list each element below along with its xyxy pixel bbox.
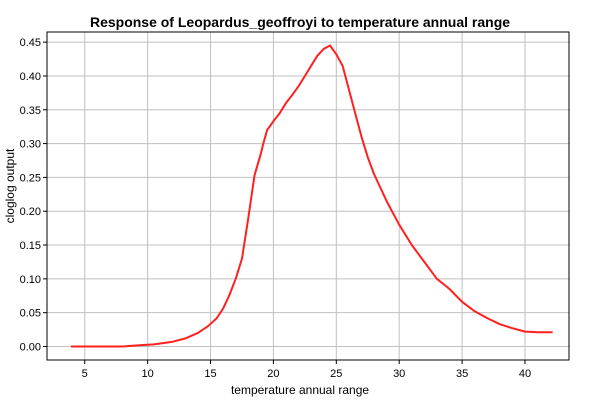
chart-title: Response of Leopardus_geoffroyi to tempe… (89, 14, 511, 30)
x-tick-label: 15 (204, 368, 216, 380)
series-line (70, 44, 553, 348)
y-tick-label: 0.05 (20, 308, 41, 320)
y-tick-label: 0.00 (20, 341, 41, 353)
y-tick-label: 0.15 (20, 240, 41, 252)
x-tick-label: 20 (267, 368, 279, 380)
x-axis-label: temperature annual range (230, 383, 370, 397)
grid (47, 32, 569, 360)
y-tick-label: 0.35 (20, 105, 41, 117)
axes: 5 10 15 20 25 30 35 40 0.00 0.05 0.10 0.15 0.20 0.25 0… (20, 37, 532, 380)
y-tick-label: 0.20 (20, 206, 41, 218)
plot-background (47, 32, 569, 360)
series (70, 44, 553, 348)
x-tick-label: 5 (82, 368, 88, 380)
y-tick-label: 0.45 (20, 37, 41, 49)
y-tick-label: 0.30 (20, 139, 41, 151)
x-tick-label: 30 (393, 368, 405, 380)
x-tick-label: 40 (519, 368, 531, 380)
x-tick-label: 25 (330, 368, 342, 380)
plot-frame (46, 31, 570, 361)
y-axis-label: cloglog output (3, 148, 17, 224)
x-tick-label: 10 (142, 368, 154, 380)
y-tick-label: 0.10 (20, 274, 41, 286)
y-tick-label: 0.25 (20, 172, 41, 184)
y-tick-label: 0.40 (20, 71, 41, 83)
x-tick-label: 35 (456, 368, 468, 380)
